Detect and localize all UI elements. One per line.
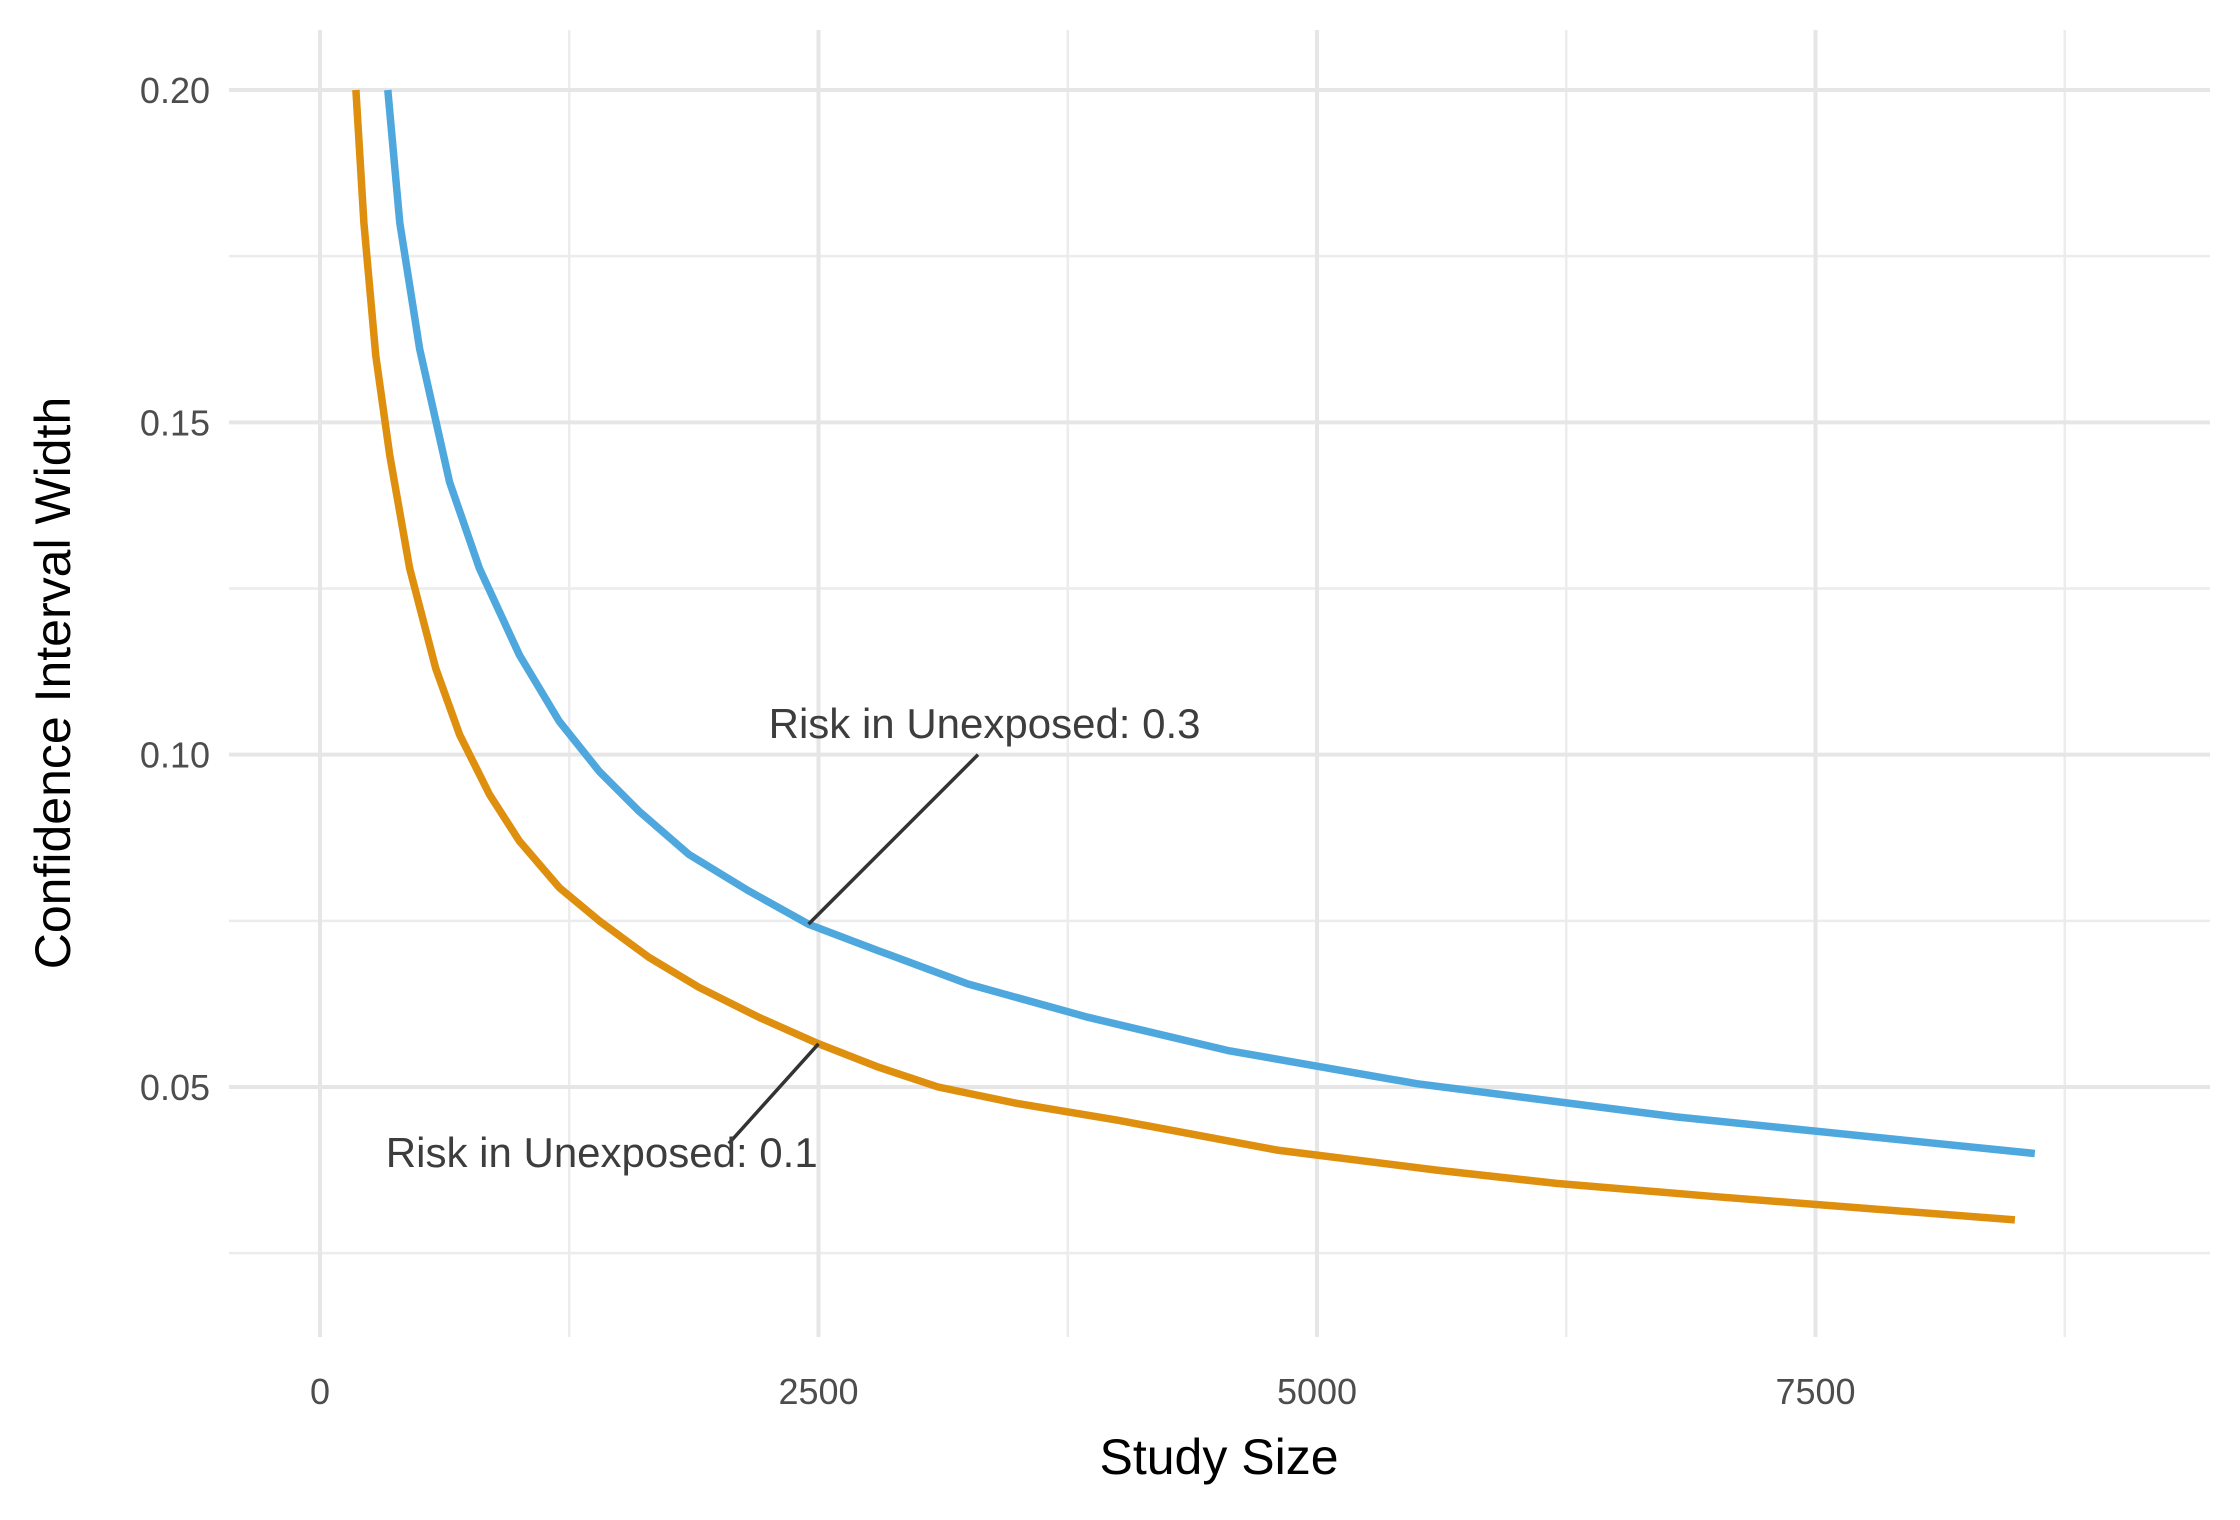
- y-axis-tick-labels: 0.05 0.10 0.15 0.20: [140, 70, 210, 1108]
- series-line-1: [384, 89, 2036, 1158]
- y-tick-label: 0.15: [140, 402, 210, 443]
- annotation-leader-line: [807, 753, 980, 926]
- x-tick-label: 2500: [778, 1371, 858, 1412]
- x-axis-tick-labels: 0 2500 5000 7500: [310, 1371, 1856, 1412]
- series-line-2: [352, 89, 2016, 1224]
- x-tick-label: 5000: [1277, 1371, 1357, 1412]
- annotation-label: Risk in Unexposed: 0.1: [386, 1129, 818, 1176]
- x-tick-label: 7500: [1775, 1371, 1855, 1412]
- x-tick-label: 0: [310, 1371, 330, 1412]
- y-axis-title: Confidence Interval Width: [25, 397, 81, 970]
- y-tick-label: 0.20: [140, 70, 210, 111]
- x-axis-title: Study Size: [1099, 1429, 1338, 1485]
- y-tick-label: 0.05: [140, 1067, 210, 1108]
- annotations: Risk in Unexposed: 0.3 Risk in Unexposed:…: [386, 700, 1201, 1176]
- major-gridlines: [229, 30, 2210, 1337]
- series-lines: [352, 89, 2036, 1224]
- annotation-label: Risk in Unexposed: 0.3: [769, 700, 1201, 747]
- annotation-leader-line: [727, 1042, 820, 1145]
- minor-gridlines: [229, 30, 2210, 1337]
- y-tick-label: 0.10: [140, 735, 210, 776]
